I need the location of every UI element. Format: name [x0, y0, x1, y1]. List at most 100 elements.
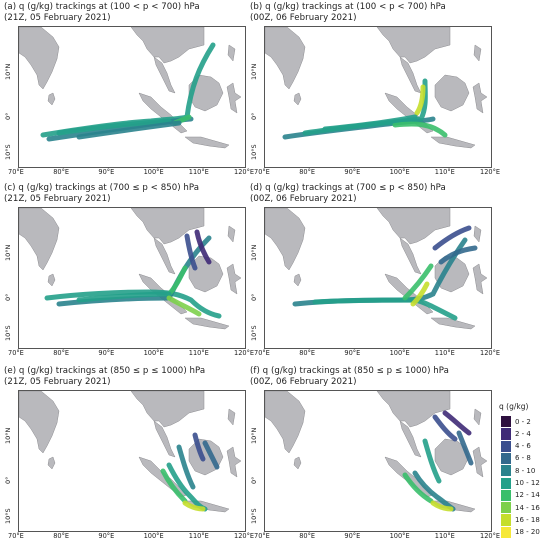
- panel-c: (c) q (g/kg) trackings at (700 ≤ p < 850…: [4, 183, 264, 363]
- panel-title-line2: (21Z, 05 February 2021): [4, 376, 111, 387]
- land-mass: [47, 456, 56, 470]
- lon-label: 120°E: [480, 349, 501, 357]
- land-mass: [47, 273, 56, 287]
- land-mass: [19, 208, 60, 271]
- lon-label: 70°E: [254, 532, 270, 540]
- legend-item: 18 - 20: [501, 526, 545, 538]
- legend-item: 6 - 8: [501, 452, 545, 465]
- map-frame: [264, 26, 492, 168]
- panel-title: (f) q (g/kg) trackings at (850 ≤ p ≤ 100…: [250, 366, 449, 387]
- lon-label: 90°E: [344, 532, 361, 540]
- land-mass: [473, 408, 482, 426]
- lat-label: 10°S: [250, 325, 258, 341]
- lon-label: 110°E: [188, 532, 209, 540]
- map-frame: [18, 207, 246, 349]
- q-track: [410, 281, 430, 307]
- land-mass: [227, 225, 236, 243]
- q-track: [56, 118, 172, 136]
- lon-label: 90°E: [98, 168, 115, 176]
- legend-item: 8 - 10: [501, 465, 545, 477]
- land-mass: [472, 446, 488, 478]
- q-track: [402, 263, 434, 301]
- lon-label: 100°E: [389, 168, 410, 176]
- lon-label: 110°E: [188, 168, 209, 176]
- land-mass: [434, 74, 470, 112]
- land-mass: [473, 44, 482, 62]
- lon-label: 110°E: [434, 532, 455, 540]
- land-mass: [434, 438, 470, 476]
- legend-label: 12 - 14: [515, 491, 540, 500]
- lon-label: 120°E: [234, 349, 255, 357]
- legend-label: 18 - 20: [515, 528, 540, 537]
- land-mass: [265, 208, 306, 271]
- lon-label: 120°E: [234, 532, 255, 540]
- lon-label: 70°E: [8, 168, 24, 176]
- q-track: [184, 233, 198, 271]
- land-mass: [227, 408, 236, 426]
- land-mass: [226, 263, 242, 295]
- legend-label: 16 - 18: [515, 515, 540, 524]
- lon-label: 110°E: [434, 168, 455, 176]
- q-track: [438, 245, 478, 265]
- land-mass: [47, 92, 56, 106]
- lat-label: 10°S: [250, 508, 258, 524]
- lon-label: 70°E: [8, 349, 24, 357]
- legend-swatch: [501, 416, 511, 428]
- land-mass: [265, 391, 306, 454]
- lon-label: 70°E: [254, 349, 270, 357]
- q-track: [192, 432, 206, 462]
- lat-label: 10°N: [4, 63, 12, 80]
- lon-label: 90°E: [344, 349, 361, 357]
- q-track: [414, 84, 426, 116]
- legend-item: 2 - 4: [501, 428, 545, 440]
- q-track: [442, 410, 472, 436]
- panel-title: (c) q (g/kg) trackings at (700 ≤ p < 850…: [4, 183, 199, 204]
- panel-title-line1: (a) q (g/kg) trackings at (100 < p < 700…: [4, 2, 200, 12]
- legend-swatch: [501, 428, 511, 440]
- legend-swatch: [501, 440, 511, 452]
- legend-swatch: [501, 514, 511, 526]
- q-track: [432, 225, 472, 251]
- lat-label: 0°: [4, 293, 12, 301]
- panel-title-line2: (00Z, 06 February 2021): [250, 376, 357, 387]
- lon-label: 120°E: [480, 532, 501, 540]
- lon-label: 100°E: [389, 349, 410, 357]
- q-track: [182, 500, 206, 512]
- legend-label: 10 - 12: [515, 479, 540, 487]
- lon-label: 80°E: [299, 349, 316, 357]
- q-legend: q (g/kg) 0 - 2 2 - 4 4 - 6 6 - 8 8 - 10 10 - …: [497, 402, 545, 542]
- q-track: [160, 468, 188, 504]
- lat-label: 10°S: [4, 325, 12, 341]
- land-mass: [376, 208, 451, 245]
- lon-label: 110°E: [188, 349, 209, 357]
- legend-swatch: [501, 502, 511, 514]
- legend-item: 0 - 2: [501, 416, 545, 428]
- legend-label: 14 - 16: [515, 503, 540, 512]
- q-track: [456, 430, 474, 466]
- land-mass: [399, 237, 422, 275]
- lat-label: 0°: [250, 293, 258, 301]
- q-track: [176, 444, 196, 490]
- land-mass: [399, 420, 422, 458]
- legend-label: 2 - 4: [515, 429, 531, 438]
- lon-label: 90°E: [98, 349, 115, 357]
- land-mass: [472, 82, 488, 114]
- legend-label: 0 - 2: [515, 417, 531, 426]
- lat-label: 0°: [250, 476, 258, 484]
- q-track: [194, 229, 212, 265]
- land-mass: [184, 136, 230, 149]
- lat-label: 0°: [4, 112, 12, 120]
- panel-d: (d) q (g/kg) trackings at (700 ≤ p < 850…: [250, 183, 510, 363]
- land-mass: [265, 27, 306, 90]
- land-mass: [376, 27, 451, 64]
- q-track: [392, 121, 448, 138]
- legend-label: 8 - 10: [515, 466, 536, 475]
- lon-label: 100°E: [143, 168, 164, 176]
- land-mass: [226, 446, 242, 478]
- panel-title-line2: (00Z, 06 February 2021): [250, 12, 357, 23]
- lat-label: 10°S: [4, 508, 12, 524]
- land-mass: [138, 456, 188, 498]
- panel-title-line1: (b) q (g/kg) trackings at (100 < p < 700…: [250, 2, 446, 12]
- land-mass: [130, 208, 205, 245]
- land-mass: [376, 391, 451, 428]
